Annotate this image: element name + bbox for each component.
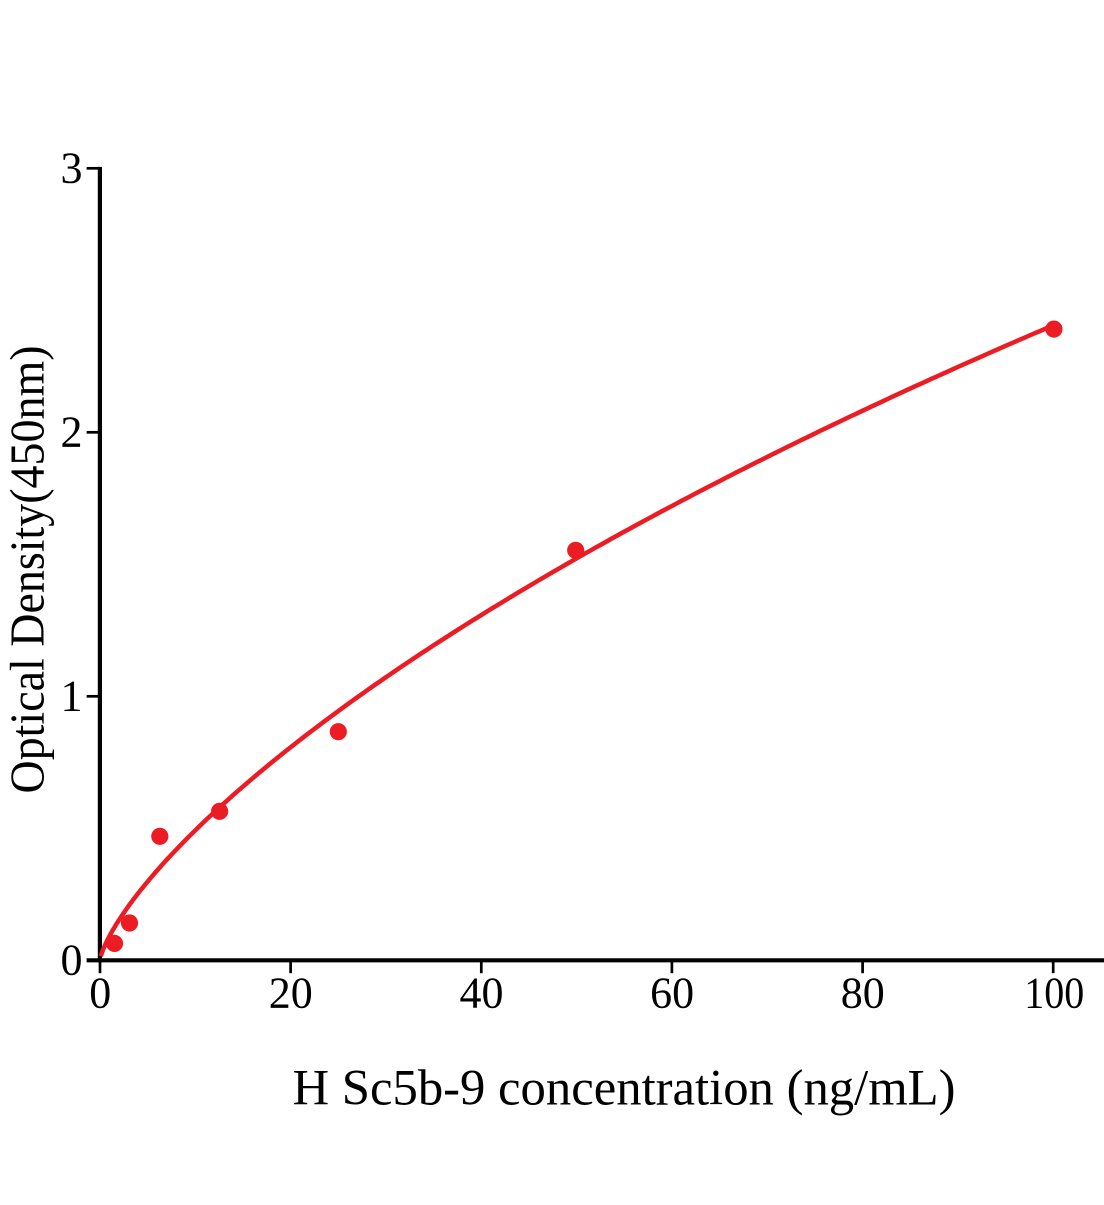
svg-text:100: 100 [1024,969,1084,1018]
svg-text:40: 40 [460,969,504,1018]
svg-text:Optical Density(450nm): Optical Density(450nm) [0,346,54,794]
svg-text:2: 2 [61,408,83,457]
svg-text:20: 20 [269,969,313,1018]
svg-text:60: 60 [650,969,694,1018]
svg-text:3: 3 [61,144,83,193]
svg-text:0: 0 [89,969,111,1018]
svg-text:80: 80 [841,969,885,1018]
svg-text:0: 0 [61,936,83,985]
svg-text:1: 1 [61,672,83,721]
svg-text:H Sc5b-9 concentration (ng/mL): H Sc5b-9 concentration (ng/mL) [293,1061,956,1117]
